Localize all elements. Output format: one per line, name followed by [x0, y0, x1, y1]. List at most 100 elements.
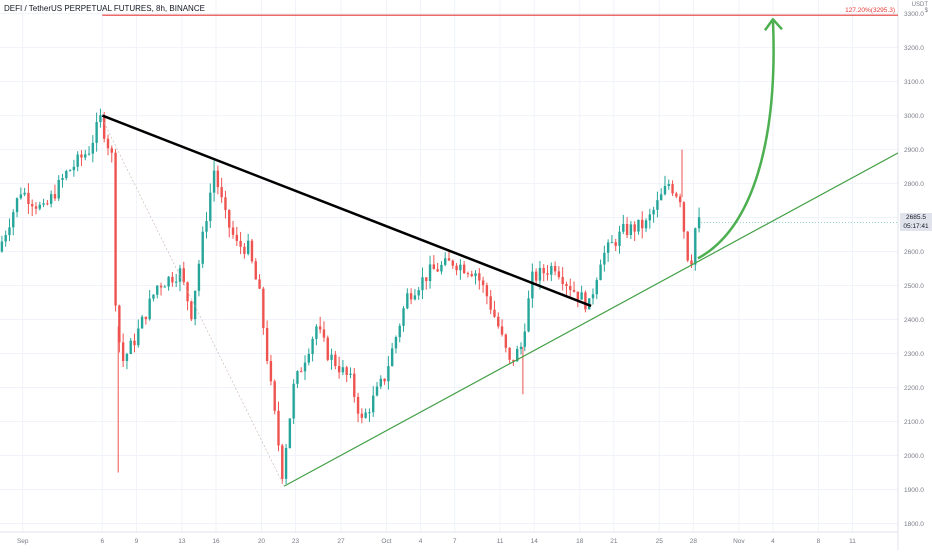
candle-body: [277, 410, 280, 446]
x-tick-label: 4: [771, 538, 775, 545]
candle-body: [265, 328, 269, 362]
candle-body: [497, 316, 500, 327]
x-tick-label: Nov: [733, 538, 745, 545]
candle-body: [114, 152, 117, 306]
candle-body: [372, 395, 375, 413]
candle-body: [125, 354, 129, 362]
candle-body: [390, 348, 394, 367]
candle-body: [504, 334, 508, 348]
candle-body: [644, 220, 648, 229]
candle-body: [512, 359, 515, 362]
candle-body: [288, 418, 292, 448]
candle-body: [87, 153, 91, 155]
candle-body: [466, 273, 470, 275]
candle-body: [99, 115, 102, 123]
candle-body: [565, 284, 568, 287]
candle-body: [133, 340, 136, 346]
candle-body: [591, 294, 595, 299]
candle-body: [27, 192, 30, 205]
candle-body: [330, 354, 333, 360]
candle-body: [31, 204, 34, 207]
candle-body: [663, 185, 667, 195]
target-label: 127.20%(3295.3): [845, 7, 895, 14]
candle-body: [239, 240, 242, 247]
candle-body: [273, 381, 276, 411]
x-tick-label: 11: [497, 538, 504, 545]
candle-body: [4, 235, 7, 242]
candle-body: [557, 271, 561, 278]
candle-body: [694, 228, 697, 265]
y-tick-label: 3000.0: [904, 113, 924, 120]
candle-body: [516, 348, 519, 362]
candle-body: [409, 293, 413, 300]
y-tick-label: 1900.0: [904, 487, 924, 494]
candle-body: [481, 280, 485, 286]
candle-body: [193, 290, 197, 320]
x-tick-label: Sep: [17, 538, 29, 545]
candle-body: [258, 279, 261, 289]
candle-body: [42, 203, 45, 205]
candle-body: [375, 386, 379, 396]
candle-body: [235, 234, 239, 241]
x-tick-label: 8: [817, 538, 821, 545]
candle-body: [212, 170, 216, 193]
candle-body: [697, 217, 701, 229]
candle-body: [19, 194, 23, 199]
candle-body: [337, 366, 341, 373]
candle-body: [15, 198, 19, 213]
candle-body: [580, 292, 583, 300]
x-tick-label: 16: [212, 538, 220, 545]
candle-body: [652, 209, 655, 215]
candle-body: [216, 170, 220, 188]
candle-body: [228, 210, 231, 228]
candle-body: [527, 298, 530, 332]
candle-body: [614, 242, 617, 246]
candle-body: [201, 231, 204, 264]
candle-body: [356, 396, 360, 414]
candle-body: [421, 277, 424, 291]
candle-body: [326, 337, 329, 360]
candle-body: [398, 325, 401, 338]
x-tick-label: 4: [419, 538, 423, 545]
candle-body: [34, 206, 38, 209]
candle-body: [315, 326, 318, 339]
candle-body: [118, 305, 121, 343]
candle-body: [224, 197, 227, 211]
x-tick-label: 18: [576, 538, 584, 545]
y-tick-label: 3200.0: [904, 45, 924, 52]
candle-body: [364, 412, 367, 418]
candle-body: [561, 277, 564, 285]
candle-body: [171, 276, 174, 283]
candle-body: [254, 261, 257, 280]
candle-body: [462, 264, 466, 274]
candle-body: [493, 309, 496, 317]
candle-body: [603, 252, 606, 265]
candle-body: [80, 154, 83, 158]
candle-body: [671, 184, 674, 194]
y-tick-label: 2000.0: [904, 453, 924, 460]
candle-body: [209, 192, 212, 222]
y-tick-label: 2600.0: [904, 249, 924, 256]
candle-body: [281, 445, 284, 479]
candle-body: [599, 264, 602, 281]
y-tick-label: 2400.0: [904, 317, 924, 324]
candle-body: [186, 282, 189, 302]
y-tick-label: 2300.0: [904, 351, 924, 358]
candle-body: [360, 413, 364, 418]
candle-body: [436, 269, 439, 272]
candle-body: [190, 301, 193, 320]
candle-countdown: 05:17:41: [903, 223, 929, 231]
candle-body: [307, 353, 311, 363]
candle-body: [284, 447, 288, 479]
candle-body: [538, 268, 542, 281]
x-tick-label: 23: [292, 538, 300, 545]
candle-body: [531, 271, 534, 299]
candle-body: [121, 342, 125, 362]
x-tick-label: 9: [135, 538, 139, 545]
candle-body: [303, 362, 307, 372]
candle-body: [250, 240, 254, 262]
candle-body: [84, 154, 87, 158]
candle-body: [622, 223, 625, 232]
